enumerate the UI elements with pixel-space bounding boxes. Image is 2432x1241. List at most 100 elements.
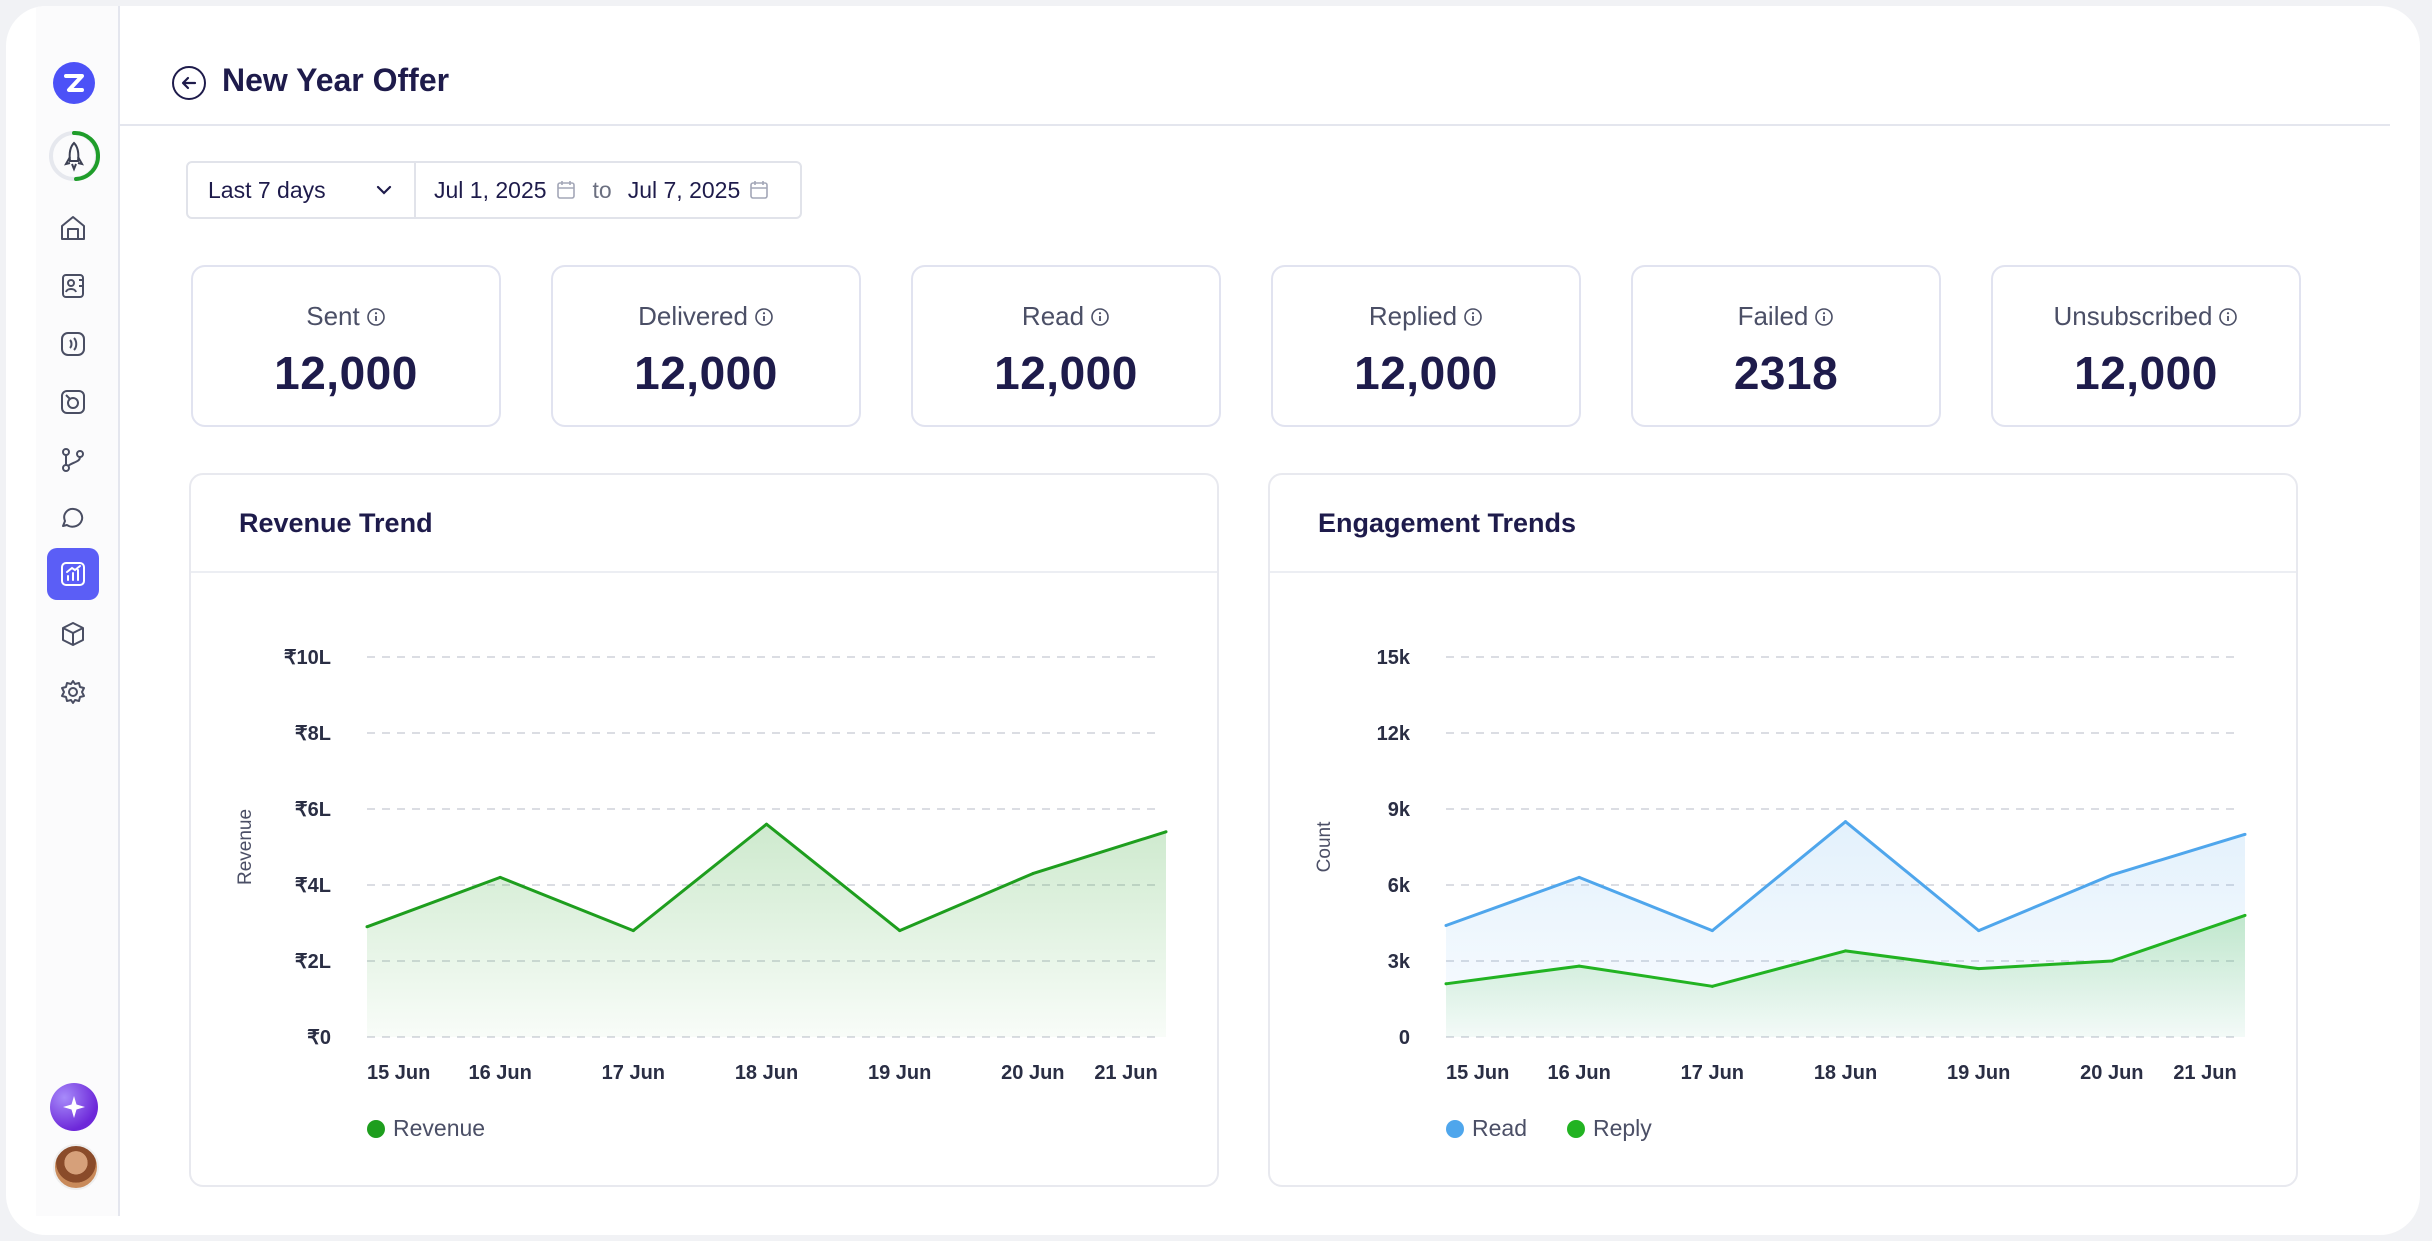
- engagement-trends-chart: 0 3k 6k 9k 12k 15k Count 15 Jun 16 Jun 17 Jun 18 J…: [1314, 647, 2247, 1084]
- start-date-picker[interactable]: Jul 1, 2025: [434, 177, 577, 204]
- stat-value: 12,000: [1354, 347, 1498, 399]
- info-icon[interactable]: [1463, 307, 1483, 327]
- revenue-trend-panel: Revenue Trend ₹0 ₹2L ₹4L ₹6L ₹8L ₹10L Revenue 1…: [189, 473, 1219, 1187]
- data-point-reply: [1710, 984, 1714, 988]
- data-point-read: [1844, 820, 1847, 824]
- data-point-read: [2110, 873, 2114, 877]
- y-tick-label: ₹0: [307, 1027, 331, 1049]
- y-tick-label: ₹4L: [295, 875, 331, 897]
- stat-value: 12,000: [634, 347, 778, 399]
- y-tick-label: 0: [1399, 1027, 1410, 1049]
- page-header: New Year Offer: [118, 6, 2390, 126]
- broadcast-icon: [61, 332, 85, 356]
- sidebar-item-chat[interactable]: [47, 492, 99, 544]
- data-point-reply: [1577, 964, 1581, 968]
- x-tick-label: 19 Jun: [868, 1062, 931, 1084]
- sidebar-item-broadcast[interactable]: [47, 318, 99, 370]
- stat-card-read: Read 12,000: [911, 265, 1221, 427]
- stat-label: Failed: [1633, 301, 1939, 332]
- data-point-revenue: [898, 929, 902, 933]
- x-tick-label: 18 Jun: [1814, 1062, 1877, 1084]
- sidebar-item-settings[interactable]: [47, 666, 99, 718]
- legend-item-reply[interactable]: Reply: [1566, 1115, 1652, 1142]
- x-tick-label: 15 Jun: [367, 1062, 430, 1084]
- chevron-down-icon: [376, 185, 392, 195]
- home-icon: [61, 216, 85, 240]
- back-button[interactable]: [172, 66, 206, 100]
- legend-label: Read: [1472, 1115, 1527, 1141]
- catalog-icon: [62, 622, 84, 646]
- data-point-read: [1577, 875, 1581, 879]
- data-point-revenue: [1164, 830, 1168, 834]
- data-point-revenue: [765, 822, 768, 826]
- legend-swatch: [1446, 1119, 1464, 1138]
- y-tick-label: 6k: [1388, 875, 1411, 897]
- x-tick-label: 18 Jun: [735, 1062, 798, 1084]
- x-tick-label: 17 Jun: [602, 1062, 665, 1084]
- onboarding-progress-icon[interactable]: [46, 128, 102, 184]
- y-tick-label: ₹2L: [295, 951, 331, 973]
- date-range-select[interactable]: Last 7 days: [188, 163, 416, 217]
- flows-icon: [62, 448, 84, 472]
- date-filter: Last 7 days Jul 1, 2025 to Jul 7, 2025: [186, 161, 802, 219]
- data-point-reply: [1977, 967, 1981, 971]
- chart-legend: Revenue: [367, 1115, 485, 1142]
- brand-logo-icon[interactable]: [53, 62, 95, 104]
- stat-value: 12,000: [994, 347, 1138, 399]
- x-tick-label: 21 Jun: [2173, 1062, 2236, 1084]
- x-tick-label: 19 Jun: [1947, 1062, 2010, 1084]
- date-range-value: Last 7 days: [208, 176, 326, 203]
- data-point-reply: [2243, 913, 2247, 917]
- stat-label-text: Failed: [1737, 301, 1809, 331]
- y-axis-label: Count: [1314, 821, 1335, 872]
- info-icon[interactable]: [1814, 307, 1834, 327]
- info-icon[interactable]: [1090, 307, 1110, 327]
- page-title: New Year Offer: [222, 62, 450, 98]
- user-avatar[interactable]: [53, 1144, 99, 1190]
- y-tick-label: 3k: [1388, 951, 1411, 973]
- stat-value: 12,000: [274, 347, 418, 399]
- templates-icon: [61, 390, 85, 414]
- series-area-reply: [1446, 915, 2245, 1037]
- date-separator: to: [592, 176, 612, 203]
- ai-assistant-button[interactable]: [50, 1083, 98, 1131]
- stat-label: Replied: [1273, 301, 1579, 332]
- data-point-reply: [2110, 959, 2114, 963]
- stat-label: Read: [913, 301, 1219, 332]
- y-tick-label: 12k: [1377, 723, 1411, 745]
- stat-label-text: Read: [1021, 301, 1085, 331]
- info-icon[interactable]: [2218, 307, 2238, 327]
- sparkle-icon: [63, 1096, 85, 1118]
- sidebar-item-contacts[interactable]: [47, 260, 99, 312]
- end-date-picker[interactable]: Jul 7, 2025: [628, 177, 771, 204]
- y-tick-label: ₹8L: [295, 723, 331, 745]
- sidebar-item-flows[interactable]: [47, 434, 99, 486]
- sidebar: [36, 6, 120, 1216]
- sidebar-item-catalog[interactable]: [47, 608, 99, 660]
- panel-title: Revenue Trend: [191, 475, 1217, 573]
- info-icon[interactable]: [754, 307, 774, 327]
- stat-value: 2318: [1733, 347, 1839, 399]
- sidebar-item-home[interactable]: [47, 202, 99, 254]
- data-point-reply: [1444, 982, 1448, 986]
- stat-card-unsubscribed: Unsubscribed 12,000: [1991, 265, 2301, 427]
- app-window: New Year Offer Last 7 days Jul 1, 2025 t…: [6, 6, 2420, 1235]
- x-tick-label: 20 Jun: [1001, 1062, 1064, 1084]
- info-icon[interactable]: [366, 307, 386, 327]
- engagement-trends-panel: Engagement Trends 0 3k 6k 9k 12k 15k Count 15 J…: [1268, 473, 2298, 1187]
- x-tick-label: 16 Jun: [468, 1062, 531, 1084]
- legend-item-revenue[interactable]: Revenue: [367, 1115, 485, 1142]
- data-point-revenue: [365, 925, 369, 929]
- x-tick-label: 15 Jun: [1446, 1062, 1509, 1084]
- y-axis-label: Revenue: [235, 809, 256, 885]
- sidebar-item-analytics[interactable]: [47, 548, 99, 600]
- calendar-icon: [556, 181, 575, 199]
- stat-value: 12,000: [2074, 347, 2218, 399]
- stat-label: Sent: [193, 301, 499, 332]
- legend-swatch: [1566, 1119, 1585, 1138]
- x-tick-label: 21 Jun: [1094, 1062, 1157, 1084]
- y-tick-label: 15k: [1377, 647, 1411, 669]
- legend-item-read[interactable]: Read: [1446, 1115, 1527, 1142]
- sidebar-item-templates[interactable]: [47, 376, 99, 428]
- legend-label: Reply: [1592, 1115, 1652, 1141]
